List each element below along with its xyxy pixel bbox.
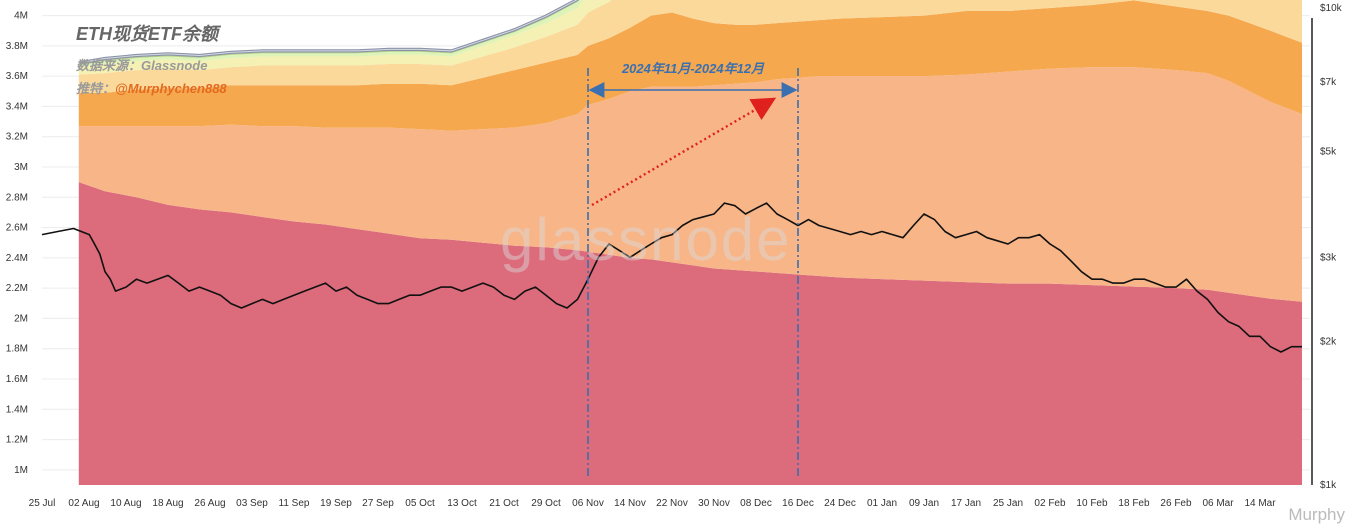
left-tick-label: 2.2M: [6, 283, 28, 294]
x-tick-label: 21 Oct: [489, 498, 519, 509]
x-tick-label: 14 Mar: [1244, 498, 1276, 509]
total-balance-line: [78, 0, 580, 65]
left-tick-label: 3.6M: [6, 71, 28, 82]
x-tick-label: 17 Jan: [951, 498, 981, 509]
x-tick-label: 10 Aug: [110, 498, 141, 509]
left-tick-label: 2.8M: [6, 192, 28, 203]
balance-band: [78, 0, 584, 68]
x-tick-label: 25 Jan: [993, 498, 1023, 509]
corner-watermark: Murphy: [1288, 505, 1345, 524]
x-tick-label: 26 Feb: [1160, 498, 1192, 509]
x-tick-label: 18 Feb: [1118, 498, 1150, 509]
x-tick-label: 03 Sep: [236, 498, 268, 509]
right-tick-label: $5k: [1320, 147, 1337, 158]
left-tick-label: 2.4M: [6, 253, 28, 264]
x-tick-label: 18 Aug: [152, 498, 183, 509]
x-tick-label: 30 Nov: [698, 498, 730, 509]
x-tick-label: 19 Sep: [320, 498, 352, 509]
x-tick-label: 10 Feb: [1076, 498, 1108, 509]
x-tick-label: 05 Oct: [405, 498, 435, 509]
annotation-group: 2024年11月-2024年12月: [587, 61, 799, 478]
x-tick-label: 26 Aug: [194, 498, 225, 509]
balance-band: [78, 0, 612, 75]
x-tick-label: 22 Nov: [656, 498, 688, 509]
x-tick-label: 14 Nov: [614, 498, 646, 509]
right-axis: $1k $2k $3k $5k $7k $10k: [1311, 3, 1343, 491]
author-handle: @Murphychen888: [115, 81, 227, 96]
x-tick-label: 01 Jan: [867, 498, 897, 509]
author-line: 推特：@Murphychen888: [76, 78, 227, 97]
left-tick-label: 3.4M: [6, 101, 28, 112]
source-name: Glassnode: [141, 58, 208, 73]
left-tick-label: 4M: [14, 11, 28, 22]
balance-band: [78, 0, 1302, 93]
left-tick-label: 3.8M: [6, 41, 28, 52]
left-tick-label: 1.8M: [6, 344, 28, 355]
balance-bands: [78, 0, 1302, 485]
left-tick-label: 1M: [14, 465, 28, 476]
eth-price-line: [41, 202, 1302, 353]
left-tick-label: 2M: [14, 313, 28, 324]
right-tick-label: $1k: [1320, 480, 1337, 491]
eth-price-line: [41, 202, 1302, 353]
x-tick-label: 06 Mar: [1202, 498, 1234, 509]
right-tick-label: $7k: [1320, 77, 1337, 88]
right-tick-label: $2k: [1320, 336, 1337, 347]
source-prefix: 数据来源：: [76, 58, 142, 73]
x-tick-label: 24 Dec: [824, 498, 856, 509]
x-tick-label: 02 Aug: [68, 498, 99, 509]
x-tick-label: 13 Oct: [447, 498, 477, 509]
balance-band: [78, 0, 1302, 131]
x-tick-label: 09 Jan: [909, 498, 939, 509]
range-label: 2024年11月-2024年12月: [621, 61, 765, 76]
x-tick-label: 29 Oct: [531, 498, 561, 509]
balance-band: [78, 182, 1302, 485]
total-balance-highlight: [78, 0, 578, 64]
left-tick-label: 1.6M: [6, 374, 28, 385]
left-tick-label: 1.4M: [6, 404, 28, 415]
x-axis: 25 Jul 02 Aug 10 Aug 18 Aug 26 Aug 03 Sep 11 S…: [29, 498, 1277, 509]
author-prefix: 推特：: [76, 81, 116, 96]
left-tick-label: 1.2M: [6, 435, 28, 446]
balance-band: [78, 67, 1302, 302]
x-tick-label: 11 Sep: [279, 498, 310, 509]
left-tick-label: 2.6M: [6, 223, 28, 234]
x-tick-label: 06 Nov: [572, 498, 604, 509]
x-tick-label: 27 Sep: [362, 498, 394, 509]
x-tick-label: 16 Dec: [782, 498, 814, 509]
glassnode-watermark: glassnode: [500, 206, 792, 273]
x-tick-label: 25 Jul: [29, 498, 56, 509]
left-axis: 1M 1.2M 1.4M 1.6M 1.8M 2M 2.2M 2.4M 2.6M 2.8M 3M 3.…: [6, 11, 28, 476]
left-tick-label: 3.2M: [6, 132, 28, 143]
right-tick-label: $10k: [1320, 3, 1343, 14]
left-tick-label: 3M: [14, 162, 28, 173]
x-tick-label: 02 Feb: [1034, 498, 1066, 509]
data-source: 数据来源：Glassnode: [76, 55, 207, 74]
right-tick-label: $3k: [1320, 252, 1337, 263]
chart-title: ETH现货ETF余额: [76, 24, 218, 44]
x-tick-label: 08 Dec: [740, 498, 772, 509]
